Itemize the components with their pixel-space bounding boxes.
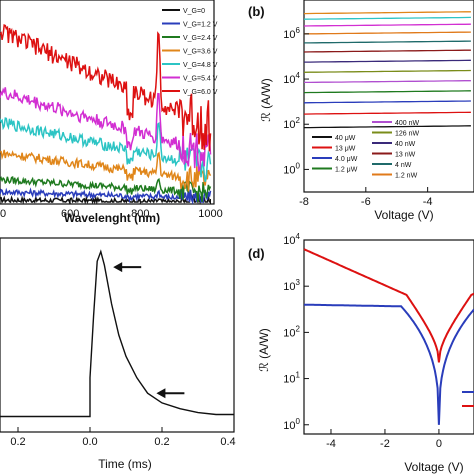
panel-d-xtick-label: -2 bbox=[380, 438, 390, 450]
panel-d-xtick-label: -4 bbox=[326, 438, 336, 450]
panel-d-ylabel: ℛ (A/W) bbox=[257, 328, 271, 372]
panel-d-ytick-label: 100 bbox=[283, 417, 300, 432]
annotation-arrow-head-1 bbox=[156, 388, 166, 399]
series-line-0 bbox=[304, 125, 471, 129]
legend-label-3: 1.2 μW bbox=[335, 167, 358, 174]
series-line-5 bbox=[0, 87, 212, 172]
panel-b: (b) -8 -6 -4 100 102 104 106 Voltage (V) ℛ (A/… bbox=[248, 0, 474, 222]
legend-label-9: 1.2 nW bbox=[395, 173, 418, 180]
series-line-4 bbox=[0, 117, 212, 182]
panel-b-ylabel: ℛ (A/W) bbox=[259, 78, 273, 122]
panel-d-xtick-label: 0 bbox=[436, 438, 442, 450]
panel-c-xtick-label: 0.0 bbox=[82, 436, 97, 448]
legend-label-8: 4 nW bbox=[395, 162, 412, 169]
panel-c-frame bbox=[0, 237, 235, 433]
panel-a-xlabel: Wavelenght (nm) bbox=[64, 211, 160, 225]
panel-b-xtick-label: -4 bbox=[423, 196, 433, 208]
legend-label-6: V_G=6.0 V bbox=[183, 89, 218, 96]
panel-b-xlabel: Voltage (V) bbox=[374, 208, 433, 222]
panel-a-xtick-label: 600 bbox=[61, 208, 79, 220]
series-line-12 bbox=[303, 11, 471, 15]
legend-label-5: V_G=5.4 V bbox=[183, 76, 218, 83]
panel-b-ytick-label: 104 bbox=[283, 71, 300, 86]
series-line-2 bbox=[303, 100, 471, 104]
legend-label-4: 400 nW bbox=[395, 120, 420, 127]
panel-a-xtick-label: 800 bbox=[131, 208, 149, 220]
panel-a-frame bbox=[0, 0, 215, 205]
series-line-8 bbox=[304, 40, 471, 44]
legend-label-1: 13 μW bbox=[335, 146, 356, 153]
panel-a-xtick-label-partial: 0 bbox=[0, 208, 6, 220]
legend-label-7: 13 nW bbox=[395, 152, 416, 159]
series-line-4 bbox=[304, 80, 471, 84]
panel-b-label: (b) bbox=[248, 4, 265, 19]
legend-label-4: V_G=4.8 V bbox=[183, 62, 218, 69]
series-line-11 bbox=[303, 16, 471, 20]
series-line-6 bbox=[0, 23, 212, 152]
series-line-7 bbox=[303, 49, 471, 53]
legend-label-0: V_G=0 bbox=[183, 8, 205, 15]
panel-c: 0.2 0.0 0.2 0.4 Time (ms) bbox=[0, 237, 236, 471]
legend-label-0: 40 μW bbox=[335, 135, 356, 142]
series-line-0 bbox=[0, 192, 211, 205]
series-line-10 bbox=[303, 23, 471, 27]
series-line-1 bbox=[0, 187, 212, 205]
series-line-9 bbox=[303, 31, 471, 35]
legend-label-2: V_G=2.4 V bbox=[183, 35, 218, 42]
panel-d-ytick-label: 103 bbox=[283, 278, 300, 293]
panel-b-ytick-label: 100 bbox=[283, 161, 300, 176]
panel-c-xtick-label: 0.2 bbox=[154, 436, 169, 448]
panel-d-frame bbox=[303, 239, 474, 435]
panel-d-label: (d) bbox=[248, 246, 265, 261]
panel-c-xtick-label: 0.4 bbox=[220, 436, 235, 448]
series-line-3 bbox=[0, 149, 212, 192]
panel-d-ytick-label: 101 bbox=[283, 371, 300, 386]
panel-d: (d) -4 -2 0 100 101 102 103 104 Voltage (V) ℛ (… bbox=[248, 232, 474, 474]
panel-d-xlabel: Voltage (V) bbox=[404, 460, 463, 474]
panel-b-ytick-label: 102 bbox=[283, 116, 300, 131]
series-line-6 bbox=[304, 59, 471, 63]
series-line-0 bbox=[0, 249, 234, 418]
series-line-5 bbox=[303, 69, 471, 73]
panel-d-ytick-label: 102 bbox=[283, 324, 300, 339]
legend-label-6: 40 nW bbox=[395, 141, 416, 148]
panel-c-xlabel: Time (ms) bbox=[98, 457, 152, 471]
legend-label-5: 126 nW bbox=[395, 131, 420, 138]
series-line-red bbox=[303, 248, 474, 363]
annotation-arrow-head-0 bbox=[113, 262, 123, 273]
panel-b-xtick-label: -6 bbox=[361, 196, 371, 208]
legend-label-3: V_G=3.6 V bbox=[183, 49, 218, 56]
panel-a: 600 800 1000 0 Wavelenght (nm) V_G=0 V_G=1.2… bbox=[0, 0, 223, 225]
panel-b-xtick-label: -8 bbox=[299, 196, 309, 208]
legend-label-2: 4.0 μW bbox=[335, 156, 358, 163]
series-line-blue bbox=[304, 303, 474, 425]
panel-c-xtick-label: 0.2 bbox=[10, 436, 25, 448]
panel-b-frame bbox=[303, 0, 474, 193]
series-line-3 bbox=[303, 90, 471, 94]
panel-d-ytick-label: 104 bbox=[283, 232, 300, 247]
legend-label-1: V_G=1.2 V bbox=[183, 22, 218, 29]
panel-b-ytick-label: 106 bbox=[283, 26, 300, 41]
series-line-2 bbox=[0, 175, 212, 203]
panel-a-xtick-label: 1000 bbox=[198, 208, 222, 220]
series-line-1 bbox=[303, 111, 471, 115]
